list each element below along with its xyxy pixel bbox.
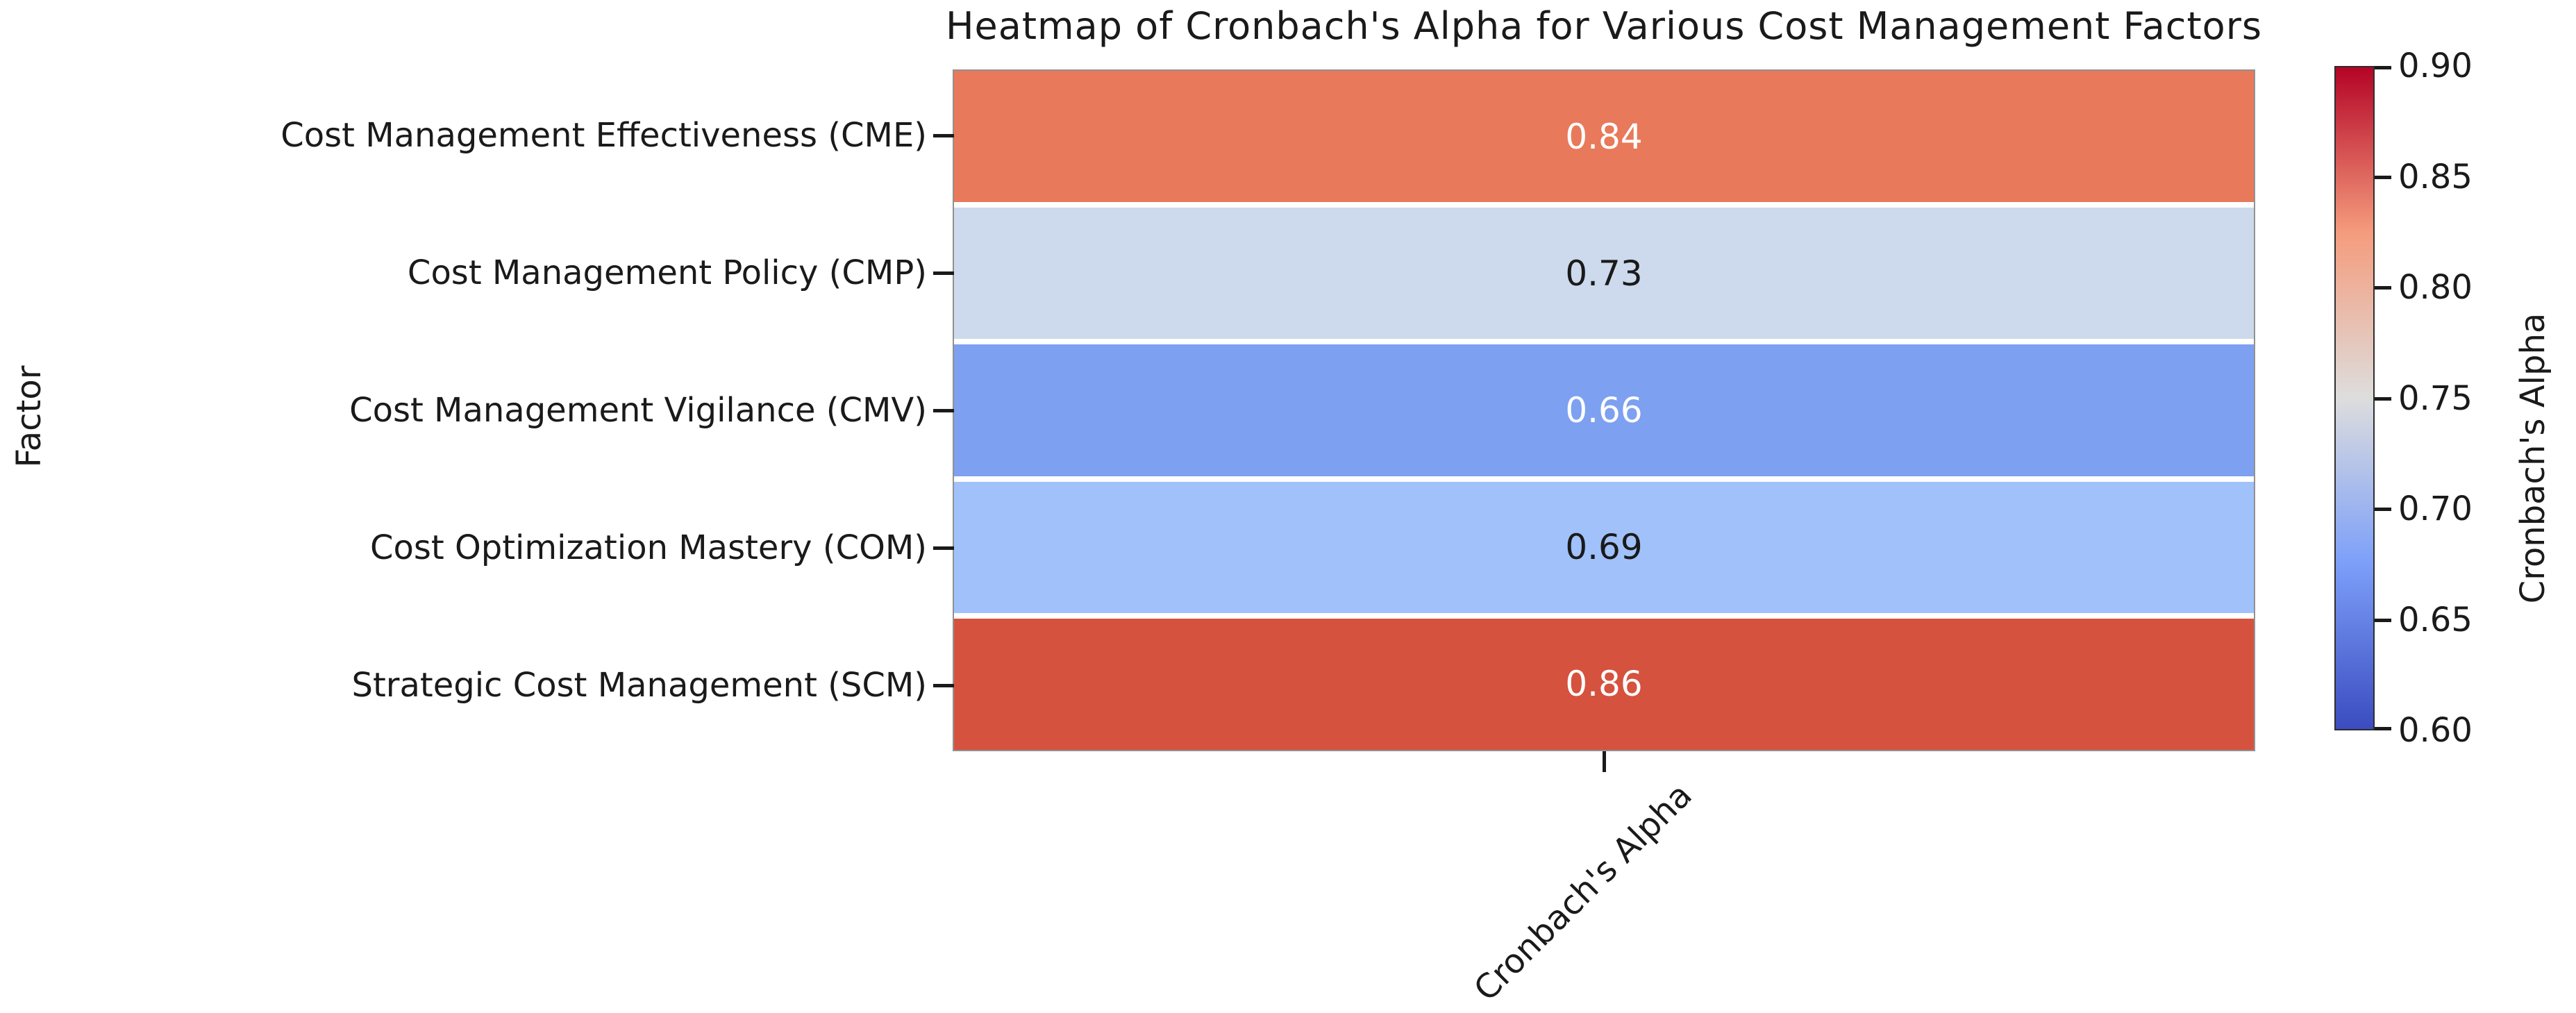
colorbar-tick-label: 0.75 [2398,378,2473,418]
colorbar-tick-label: 0.65 [2398,600,2473,639]
heatmap-cell: 0.69 [954,481,2254,613]
colorbar-tick-mark [2375,66,2391,69]
chart-title: Heatmap of Cronbach's Alpha for Various … [945,4,2263,48]
x-tick-label: Cronbach's Alpha [1466,776,1700,1009]
heatmap-grid: 0.84 0.73 0.66 0.69 0.86 [953,69,2255,751]
heatmap-cell: 0.86 [954,618,2254,751]
y-tick-label: Cost Management Effectiveness (CME) [281,116,927,155]
y-tick-label: Cost Management Vigilance (CMV) [349,391,927,430]
y-tick-mark [933,546,954,550]
y-tick-label: Strategic Cost Management (SCM) [351,666,927,705]
y-tick-label: Cost Management Policy (CMP) [407,253,927,292]
colorbar-tick-label: 0.85 [2398,157,2473,196]
cell-value: 0.66 [1565,390,1643,430]
y-tick-mark [933,134,954,137]
cell-value: 0.86 [1565,664,1643,705]
colorbar-tick-mark [2375,618,2391,622]
heatmap-cell: 0.66 [954,344,2254,476]
colorbar-tick-label: 0.80 [2398,268,2473,307]
colorbar-tick-label: 0.90 [2398,47,2473,85]
colorbar-tick-mark [2375,286,2391,290]
colorbar-tick-label: 0.70 [2398,489,2473,528]
y-tick-label: Cost Optimization Mastery (COM) [369,528,927,567]
y-tick-mark [933,684,954,687]
heatmap-cell: 0.84 [954,71,2254,203]
cell-value: 0.69 [1565,527,1643,568]
colorbar-label: Cronbach's Alpha [2514,312,2552,604]
cell-value: 0.73 [1565,253,1643,294]
colorbar-tick-mark [2375,727,2391,730]
heatmap-cell: 0.73 [954,208,2254,340]
y-tick-mark [933,271,954,275]
colorbar-tick-mark [2375,396,2391,401]
colorbar-tick-mark [2375,175,2391,179]
cell-value: 0.84 [1565,116,1643,157]
colorbar [2334,66,2375,730]
colorbar-tick-label: 0.60 [2398,711,2473,750]
x-tick-mark [1603,751,1606,772]
colorbar-tick-mark [2375,508,2391,511]
y-tick-mark [933,409,954,412]
